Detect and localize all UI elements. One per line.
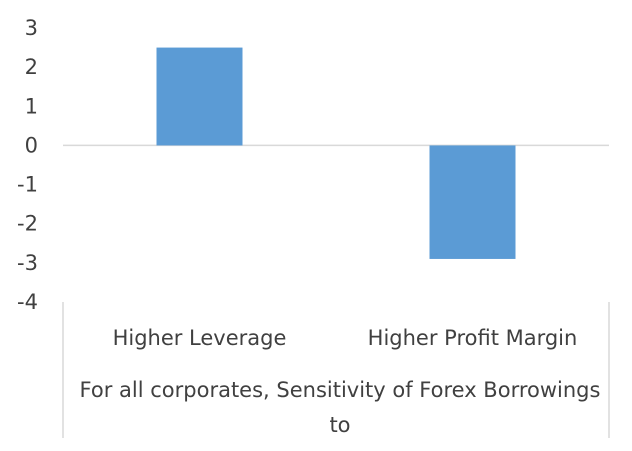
y-tick-label: -3 [17,251,38,275]
y-tick-label: 0 [25,133,38,157]
axes [62,144,610,438]
y-tick-label: 3 [25,16,38,40]
bars [156,47,516,259]
y-tick-label: 2 [25,55,38,79]
bar [156,47,243,146]
category-label: Higher Leverage [113,326,287,350]
group-label-line: to [329,413,350,437]
category-labels: Higher Leverage Higher Profit Margin [113,326,578,350]
bar [429,145,516,259]
group-label: For all corporates, Sensitivity of Forex… [80,378,601,437]
y-tick-label: -2 [17,212,38,236]
y-tick-label: 1 [25,94,38,118]
group-label-line: For all corporates, Sensitivity of Forex… [80,378,601,402]
y-axis-ticks: 3 2 1 0 -1 -2 -3 -4 [17,16,38,314]
category-label: Higher Profit Margin [368,326,578,350]
y-tick-label: -1 [17,173,38,197]
y-tick-label: -4 [17,290,38,314]
